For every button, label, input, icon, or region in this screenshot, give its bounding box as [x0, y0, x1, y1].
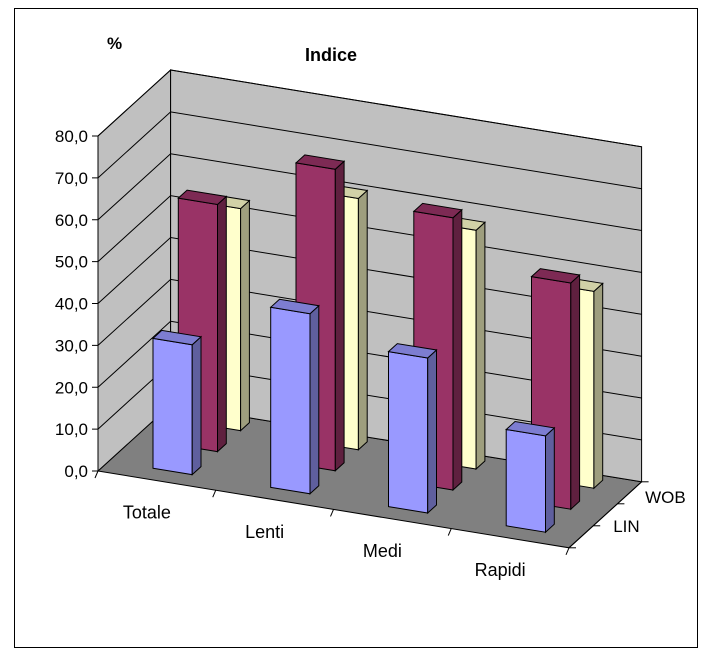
- bar-side-face: [217, 195, 227, 453]
- x-tick: [565, 547, 570, 555]
- bar-side-face: [452, 208, 463, 492]
- bar-front-face: [152, 337, 193, 476]
- y-tick-label: 60,0: [55, 211, 88, 230]
- bar-side-face: [334, 160, 345, 472]
- x-tick: [212, 490, 217, 498]
- bar-front-face: [270, 306, 311, 495]
- chart-svg: Indice % 0,0 10,0 20,0 30,0 40,0 50,0 60,0 70,0…: [55, 34, 686, 581]
- x-tick-label: Medi: [363, 541, 402, 561]
- x-tick-label: Lenti: [245, 522, 284, 542]
- depth-label: LIN: [613, 517, 639, 536]
- gridline: [97, 111, 642, 190]
- depth-labels: LIN WOB: [613, 488, 686, 536]
- y-tick-label: 0,0: [64, 462, 88, 481]
- bar-side-face: [427, 348, 437, 515]
- bar-front-face: [505, 428, 546, 533]
- bar-front-face: [388, 351, 429, 514]
- bar-side-face: [570, 273, 581, 511]
- y-tick-label: 40,0: [55, 295, 88, 314]
- bar-top-face: [412, 202, 463, 219]
- bar-side-face: [545, 426, 555, 534]
- axes: [92, 135, 649, 555]
- y-tick-labels: 0,0 10,0 20,0 30,0 40,0 50,0 60,0 70,0 80,0: [55, 127, 88, 481]
- y-tick-label: 50,0: [55, 253, 88, 272]
- gridline: [97, 69, 642, 148]
- bar-top-face: [177, 189, 228, 206]
- depth-axis-line: [568, 481, 642, 549]
- bar-side-face: [357, 189, 368, 451]
- bar-top-face: [294, 154, 346, 170]
- bar-top-face: [530, 268, 581, 284]
- chart-title: Indice: [305, 45, 357, 65]
- bar-0-3: [505, 420, 556, 534]
- x-tick-label: Totale: [123, 503, 171, 523]
- bar-0-0: [151, 329, 203, 476]
- x-tick-labels: Totale Lenti Medi Rapidi: [123, 503, 526, 581]
- y-tick-label: 80,0: [55, 127, 88, 146]
- bar-top-face: [387, 343, 438, 359]
- y-tick-label: 10,0: [55, 420, 88, 439]
- x-tick-label: Rapidi: [475, 560, 526, 580]
- bars: [151, 154, 604, 534]
- bar-side-face: [475, 221, 486, 471]
- y-axis-unit: %: [107, 34, 122, 53]
- bar-side-face: [593, 282, 604, 490]
- bar-top-face: [269, 298, 320, 315]
- bar-side-face: [240, 199, 250, 432]
- x-tick: [330, 509, 334, 517]
- bar-0-2: [387, 343, 438, 515]
- depth-label: WOB: [645, 488, 686, 507]
- y-tick-label: 70,0: [55, 169, 88, 188]
- x-tick: [447, 528, 452, 536]
- gridline: [97, 153, 642, 231]
- bar-0-1: [269, 298, 320, 495]
- bar-top-face: [151, 329, 203, 346]
- bar-side-face: [191, 335, 202, 476]
- chart-frame: Indice % 0,0 10,0 20,0 30,0 40,0 50,0 60,0 70,0…: [14, 8, 698, 648]
- x-tick: [94, 470, 99, 479]
- y-tick-label: 30,0: [55, 336, 88, 355]
- bar-side-face: [309, 304, 320, 495]
- y-tick-label: 20,0: [55, 378, 88, 397]
- bar-top-face: [505, 420, 556, 437]
